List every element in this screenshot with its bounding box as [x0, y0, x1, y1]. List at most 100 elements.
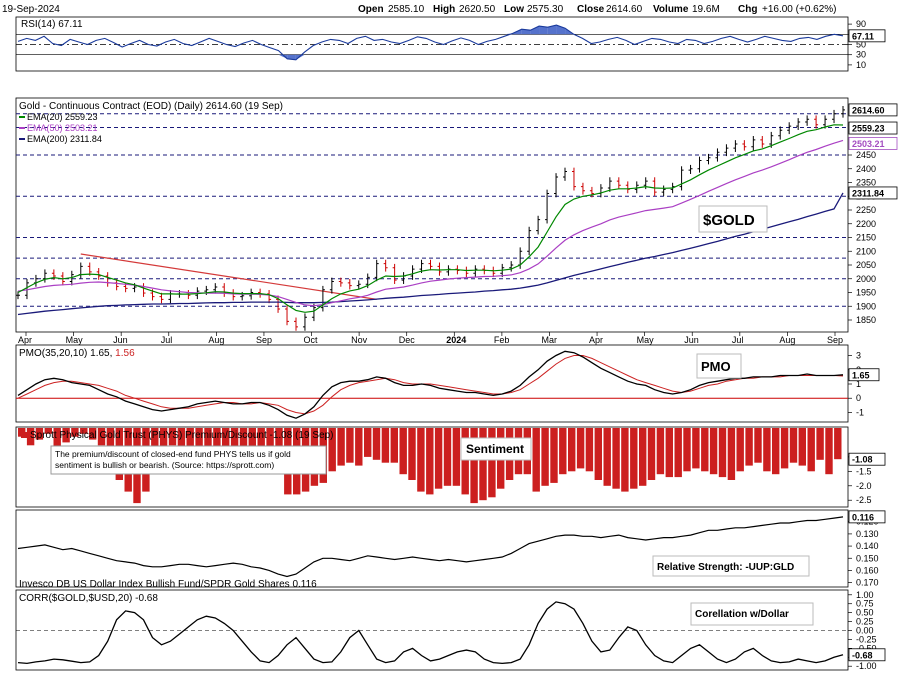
sentiment-bar-39: [364, 428, 372, 457]
sentiment-bar-83: [754, 428, 762, 463]
sentiment-bar-85: [772, 428, 780, 475]
pmo-title: PMO(35,20,10) 1.65, 1.56: [19, 348, 135, 359]
sentiment-bar-82: [745, 428, 753, 466]
relative-strength-title: Invesco DB US Dollar Index Bullish Fund/…: [19, 579, 317, 590]
sentiment-bar-65: [594, 428, 602, 480]
sentiment-bar-48: [443, 428, 452, 486]
sentiment-bar-49: [452, 428, 461, 486]
rs-y-tick-label-4: 0.160: [856, 565, 879, 575]
price-panel: [15, 97, 849, 333]
sentiment-bar-3: [44, 428, 52, 434]
low-value: 2575.30: [527, 4, 564, 15]
x-tick-label-7: Nov: [351, 335, 368, 345]
ema20-last-value: 2559.23: [852, 124, 885, 134]
corr-y-tick-label-4: 0.00: [856, 626, 874, 636]
x-tick-label-13: May: [637, 335, 655, 345]
sentiment-bar-76: [692, 428, 700, 469]
x-tick-label-9: 2024: [446, 335, 466, 345]
corr-y-tick-label-0: 1.00: [856, 590, 874, 600]
sentiment-bar-35: [328, 428, 336, 472]
rsi-y-tick-label-4: 10: [856, 60, 866, 70]
sentiment-note-line2: sentiment is bullish or bearish. (Source…: [55, 460, 274, 470]
sentiment-bar-63: [576, 428, 585, 469]
sentiment-bar-9: [97, 428, 106, 446]
sentiment-bar-38: [355, 428, 363, 466]
x-tick-label-14: Jun: [684, 335, 699, 345]
sentiment-bar-37: [346, 428, 354, 463]
rsi-title: RSI(14) 67.11: [21, 19, 83, 30]
x-tick-label-3: Jul: [161, 335, 173, 345]
pmo-annotation-box: [696, 353, 742, 379]
ema50-last-value: 2503.21: [852, 139, 885, 149]
sentiment-legend-swatch: [21, 432, 27, 438]
x-tick-label-1: May: [66, 335, 84, 345]
down-trendline: [80, 253, 377, 300]
sentiment-bar-69: [630, 428, 638, 489]
sentiment-y-tick-label-2: -2.0: [856, 481, 872, 491]
sentiment-bar-26: [248, 428, 256, 463]
rsi-y-tick-label-0: 90: [856, 19, 866, 29]
sentiment-bar-46: [426, 428, 434, 495]
pmo-line: [17, 350, 844, 419]
rsi-overbought-fill-60: [539, 26, 548, 35]
price-y-tick-label-6: 2150: [856, 233, 876, 243]
legend-label-ema50: EMA(50) 2503.21: [27, 123, 98, 133]
price-y-tick-label-2: 2350: [856, 178, 876, 188]
corr-y-tick-label-3: 0.25: [856, 617, 874, 627]
rsi-last-value: 67.11: [852, 31, 874, 41]
relative-strength-panel: [15, 509, 849, 588]
sentiment-panel: [15, 426, 849, 508]
volume-value: 19.6M: [692, 4, 720, 15]
relative-strength-line: [17, 516, 844, 578]
sentiment-bar-88: [798, 428, 806, 466]
rsi-oversold-fill-32: [295, 54, 305, 60]
sentiment-note-box: [50, 445, 327, 475]
sentiment-bar-4: [53, 428, 61, 454]
close-label: Close: [577, 4, 605, 15]
sentiment-bar-66: [603, 428, 611, 486]
sentiment-bar-91: [825, 428, 833, 475]
sentiment-bar-36: [337, 428, 345, 466]
ema50-line: [17, 139, 844, 307]
sentiment-bar-90: [816, 428, 824, 460]
x-tick-label-0: Apr: [18, 335, 32, 345]
sentiment-y-tick-label-1: -1.5: [856, 466, 872, 476]
pmo-y-tick-label-3: 0: [856, 393, 861, 403]
ohlc-summary: Open 2585.10 High 2620.50 Low 2575.30 Cl…: [358, 4, 837, 15]
gold-annotation: $GOLD: [703, 212, 755, 229]
legend-label-ema20: EMA(20) 2559.23: [27, 112, 98, 122]
corr-y-tick-label-2: 0.50: [856, 608, 874, 618]
sentiment-bar-79: [718, 428, 727, 478]
rsi-layer: 907050301067.11: [16, 19, 886, 70]
pmo-title-main: PMO(35,20,10) 1.65,: [19, 348, 115, 359]
sentiment-bar-40: [372, 428, 381, 460]
volume-label: Volume: [653, 4, 689, 15]
gold-annotation-box: [698, 205, 768, 233]
sentiment-bar-45: [417, 428, 425, 492]
sentiment-bar-50: [461, 428, 469, 495]
x-tick-label-10: Feb: [494, 335, 510, 345]
ema20-line: [17, 124, 844, 313]
x-tick-label-12: Apr: [589, 335, 603, 345]
sentiment-bar-17: [168, 428, 177, 446]
sentiment-bar-67: [612, 428, 620, 489]
sentiment-bar-77: [701, 428, 709, 472]
sentiment-bar-71: [647, 428, 656, 480]
sentiment-bar-20: [195, 428, 203, 460]
rsi-y-tick-label-3: 30: [856, 50, 866, 60]
rsi-line: [17, 24, 844, 61]
x-tick-label-15: Jul: [732, 335, 744, 345]
open-value: 2585.10: [388, 4, 425, 15]
sentiment-bar-8: [89, 428, 97, 440]
sentiment-bar-27: [257, 428, 265, 460]
rs-y-tick-label-2: 0.140: [856, 541, 879, 551]
sentiment-bar-59: [541, 428, 549, 486]
sentiment-bar-80: [727, 428, 736, 480]
price-last-value: 2614.60: [852, 105, 885, 115]
pmo-layer: 3210-11.65: [16, 350, 880, 419]
rsi-overbought-fill-61: [547, 25, 557, 35]
x-tick-label-17: Sep: [827, 335, 843, 345]
high-value: 2620.50: [459, 4, 496, 15]
